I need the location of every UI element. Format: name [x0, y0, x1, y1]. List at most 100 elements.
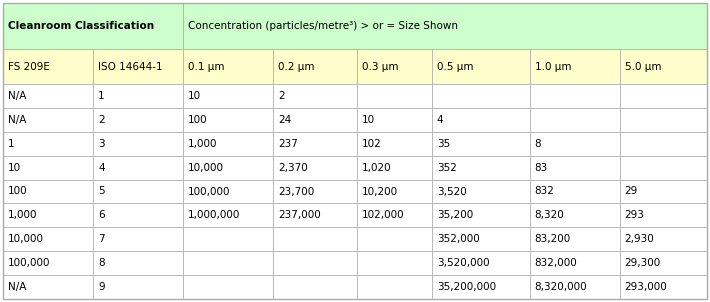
Bar [3, 156, 93, 180]
Text: 23,700: 23,700 [278, 187, 315, 197]
Text: 1,020: 1,020 [362, 162, 391, 173]
Text: N/A: N/A [8, 282, 26, 292]
Text: 83: 83 [535, 162, 548, 173]
Text: 10,200: 10,200 [362, 187, 398, 197]
Bar [620, 227, 707, 251]
Bar [620, 251, 707, 275]
Bar [3, 251, 93, 275]
Text: 5.0 μm: 5.0 μm [625, 62, 661, 72]
Text: 352: 352 [437, 162, 457, 173]
Text: 0.2 μm: 0.2 μm [278, 62, 315, 72]
Text: 10: 10 [188, 91, 202, 101]
Text: 1: 1 [8, 139, 15, 149]
Text: 832: 832 [535, 187, 555, 197]
Bar [620, 156, 707, 180]
Text: 237: 237 [278, 139, 298, 149]
Bar [620, 108, 707, 132]
Text: 35,200,000: 35,200,000 [437, 282, 496, 292]
Bar [93, 156, 183, 180]
Bar [93, 275, 183, 299]
Text: 29: 29 [625, 187, 638, 197]
Bar [357, 251, 432, 275]
Bar [3, 180, 93, 204]
Bar [183, 49, 273, 84]
Text: Concentration (particles/metre³) > or = Size Shown: Concentration (particles/metre³) > or = … [188, 21, 458, 31]
Bar [432, 251, 530, 275]
Text: 2,370: 2,370 [278, 162, 308, 173]
Bar [3, 132, 93, 156]
Bar [183, 204, 273, 227]
Text: FS 209E: FS 209E [8, 62, 50, 72]
Text: 10: 10 [362, 115, 375, 125]
Text: 9: 9 [98, 282, 105, 292]
Bar [273, 275, 357, 299]
Bar [3, 275, 93, 299]
Text: 237,000: 237,000 [278, 210, 321, 220]
Bar [183, 156, 273, 180]
Text: 293,000: 293,000 [625, 282, 667, 292]
Text: 352,000: 352,000 [437, 234, 479, 244]
Bar [530, 156, 620, 180]
Bar [530, 132, 620, 156]
Bar [93, 49, 183, 84]
Text: 83,200: 83,200 [535, 234, 571, 244]
Bar [357, 84, 432, 108]
Bar [3, 3, 183, 49]
Text: 0.5 μm: 0.5 μm [437, 62, 474, 72]
Bar [432, 204, 530, 227]
Text: 3,520,000: 3,520,000 [437, 258, 489, 268]
Bar [357, 275, 432, 299]
Bar [357, 204, 432, 227]
Text: 29,300: 29,300 [625, 258, 661, 268]
Text: 24: 24 [278, 115, 292, 125]
Text: 6: 6 [98, 210, 105, 220]
Bar [93, 204, 183, 227]
Bar [432, 180, 530, 204]
Bar [273, 204, 357, 227]
Bar [183, 84, 273, 108]
Text: 35: 35 [437, 139, 450, 149]
Bar [93, 108, 183, 132]
Text: 293: 293 [625, 210, 645, 220]
Bar [620, 204, 707, 227]
Text: 1,000,000: 1,000,000 [188, 210, 241, 220]
Text: 35,200: 35,200 [437, 210, 473, 220]
Bar [273, 108, 357, 132]
Bar [530, 49, 620, 84]
Bar [93, 132, 183, 156]
Text: 4: 4 [437, 115, 444, 125]
Bar [93, 180, 183, 204]
Bar [620, 275, 707, 299]
Bar [93, 227, 183, 251]
Bar [3, 204, 93, 227]
Text: 3: 3 [98, 139, 105, 149]
Text: 832,000: 832,000 [535, 258, 577, 268]
Text: 10,000: 10,000 [8, 234, 44, 244]
Bar [273, 227, 357, 251]
Text: 8,320: 8,320 [535, 210, 564, 220]
Bar [530, 108, 620, 132]
Text: 2,930: 2,930 [625, 234, 655, 244]
Text: 2: 2 [278, 91, 285, 101]
Bar [183, 251, 273, 275]
Text: 0.3 μm: 0.3 μm [362, 62, 398, 72]
Bar [183, 132, 273, 156]
Bar [357, 180, 432, 204]
Bar [530, 84, 620, 108]
Text: 8: 8 [98, 258, 105, 268]
Bar [357, 156, 432, 180]
Bar [620, 49, 707, 84]
Bar [432, 84, 530, 108]
Bar [183, 3, 707, 49]
Text: 4: 4 [98, 162, 105, 173]
Bar [357, 132, 432, 156]
Bar [93, 251, 183, 275]
Bar [183, 275, 273, 299]
Text: 1,000: 1,000 [188, 139, 218, 149]
Text: 100,000: 100,000 [188, 187, 231, 197]
Bar [3, 108, 93, 132]
Bar [530, 251, 620, 275]
Bar [432, 156, 530, 180]
Bar [93, 84, 183, 108]
Bar [432, 227, 530, 251]
